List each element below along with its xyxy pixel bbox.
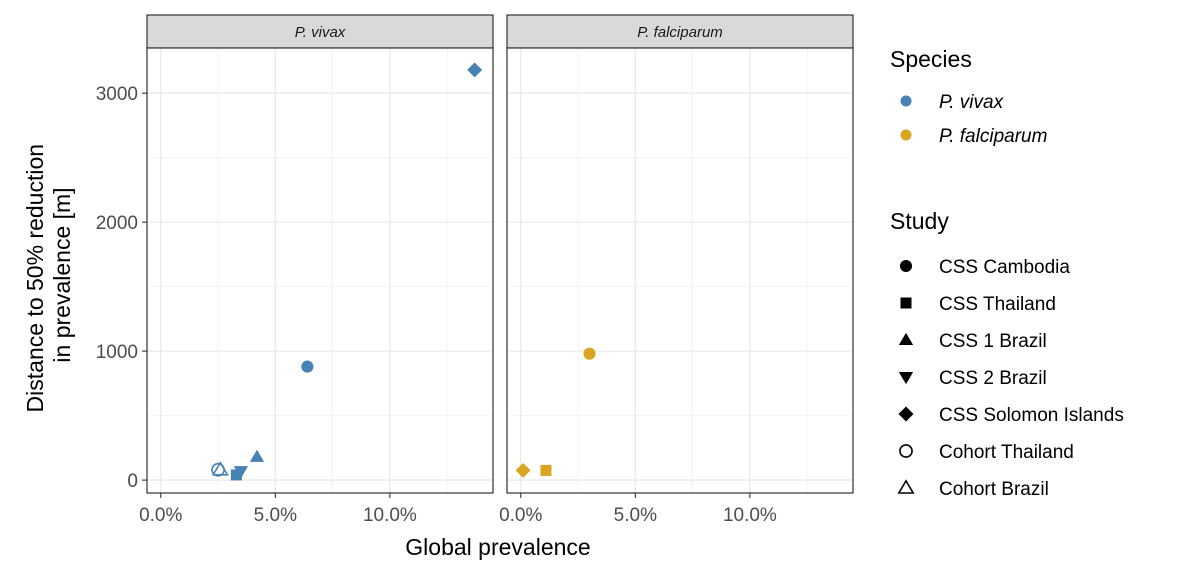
point-css-cambodia <box>301 360 314 373</box>
point-cohort-brazil <box>211 461 229 476</box>
y-axis-title: Distance to 50% reduction in prevalence … <box>22 138 75 413</box>
point-css-solomon-islands <box>515 462 531 478</box>
x-tick-label: 0.0% <box>139 505 182 526</box>
legend-label: CSS 1 Brazil <box>939 331 1047 352</box>
x-tick-label: 5.0% <box>614 505 657 526</box>
y-axis-ticks: 0 1000 2000 3000 <box>96 84 147 492</box>
legend-shape-icon <box>898 332 914 346</box>
facet-strip-label: P. falciparum <box>637 24 723 41</box>
legend-study-cohort-thailand: Cohort Thailand <box>899 442 1074 463</box>
plot-area <box>147 48 493 493</box>
point-css-1-brazil <box>249 449 265 462</box>
legend-shape-icon <box>899 259 913 273</box>
y-tick-label: 3000 <box>96 84 138 105</box>
plot-area <box>507 48 853 493</box>
legend-species-items: P. vivax P. falciparum <box>900 92 1047 147</box>
panel-p-vivax: P. vivax <box>146 14 494 494</box>
x-axis-ticks: 0.0% 5.0% 10.0% 0.0% 5.0% 10.0% <box>139 493 777 526</box>
legend-species-p-falciparum: P. falciparum <box>900 126 1047 147</box>
point-css-solomon-islands <box>467 62 483 78</box>
y-tick-label: 2000 <box>96 213 138 234</box>
y-tick-label: 0 <box>127 471 138 492</box>
legend-study-css-solomon-islands: CSS Solomon Islands <box>898 405 1124 426</box>
legend: Species P. vivax P. falciparum Study CSS … <box>890 46 1124 500</box>
x-tick-label: 5.0% <box>254 505 297 526</box>
panel-border <box>146 47 494 494</box>
legend-label: CSS Cambodia <box>939 257 1070 278</box>
legend-label: Cohort Thailand <box>939 442 1074 463</box>
y-axis-title-line-2: in prevalence [m] <box>49 187 75 362</box>
facet-strip <box>146 14 494 49</box>
legend-study-title: Study <box>890 208 949 234</box>
legend-label: CSS 2 Brazil <box>939 368 1047 389</box>
panel-p-falciparum: P. falciparum <box>506 14 854 494</box>
x-tick-label: 10.0% <box>723 505 777 526</box>
panel-border <box>506 47 854 494</box>
point-css-thailand <box>230 469 242 481</box>
x-tick-label: 10.0% <box>363 505 417 526</box>
legend-label: Cohort Brazil <box>939 479 1049 500</box>
data-points <box>211 62 596 481</box>
legend-shape-icon <box>898 371 914 385</box>
facet-panels: P. vivax P. falciparum <box>146 14 854 494</box>
legend-swatch <box>900 95 912 107</box>
legend-study-css-2-brazil: CSS 2 Brazil <box>898 368 1047 389</box>
y-axis-title-line-1: Distance to 50% reduction <box>22 144 48 413</box>
y-tick-label: 1000 <box>96 342 138 363</box>
facet-strip-label: P. vivax <box>295 24 346 41</box>
legend-label: P. vivax <box>939 92 1005 113</box>
legend-shape-icon <box>900 297 912 309</box>
legend-study-css-thailand: CSS Thailand <box>900 294 1056 315</box>
point-css-thailand <box>540 464 552 476</box>
legend-study-items: CSS Cambodia CSS Thailand CSS 1 Brazil CSS … <box>897 257 1124 500</box>
legend-study-css-cambodia: CSS Cambodia <box>899 257 1070 278</box>
legend-shape-icon <box>899 444 913 458</box>
legend-swatch <box>900 129 912 141</box>
legend-shape-icon <box>897 479 915 494</box>
legend-species-title: Species <box>890 46 972 72</box>
legend-study-cohort-brazil: Cohort Brazil <box>897 479 1049 500</box>
x-tick-label: 0.0% <box>499 505 542 526</box>
legend-label: CSS Thailand <box>939 294 1056 315</box>
x-axis-title: Global prevalence <box>405 534 590 560</box>
legend-label: CSS Solomon Islands <box>939 405 1124 426</box>
point-css-cambodia <box>583 347 596 360</box>
legend-shape-icon <box>898 406 914 422</box>
legend-label: P. falciparum <box>939 126 1047 147</box>
legend-species-p-vivax: P. vivax <box>900 92 1005 113</box>
legend-study-css-1-brazil: CSS 1 Brazil <box>898 331 1047 352</box>
